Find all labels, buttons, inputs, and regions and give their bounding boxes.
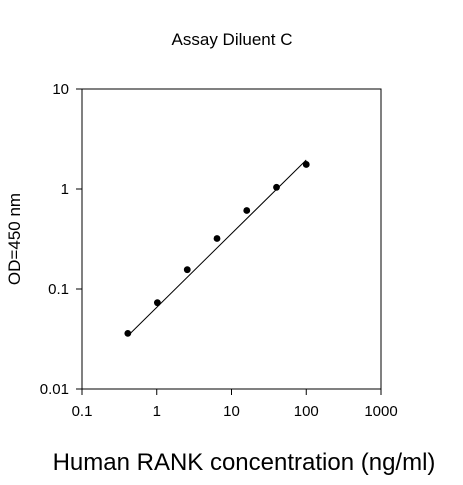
x-axis-ticks: 0.1 1 10 100 1000 bbox=[72, 389, 398, 420]
y-axis-label: OD=450 nm bbox=[5, 193, 24, 285]
x-tick-label: 1 bbox=[153, 403, 161, 420]
x-tick-label: 100 bbox=[294, 403, 319, 420]
y-tick-label: 1 bbox=[61, 181, 69, 198]
data-points-layer bbox=[124, 161, 310, 337]
x-tick-label: 1000 bbox=[364, 403, 397, 420]
x-axis-label: Human RANK concentration (ng/ml) bbox=[53, 449, 436, 476]
data-point bbox=[302, 161, 310, 168]
y-axis-ticks: 0.01 0.1 1 10 bbox=[40, 81, 82, 398]
x-tick-label: 0.1 bbox=[72, 403, 93, 420]
plot-frame bbox=[81, 88, 382, 390]
y-tick-label: 0.01 bbox=[40, 381, 69, 398]
chart-title: Assay Diluent C bbox=[172, 30, 293, 49]
data-point bbox=[124, 329, 132, 337]
data-point bbox=[183, 266, 191, 274]
y-tick-label: 10 bbox=[52, 81, 69, 98]
data-point bbox=[213, 235, 221, 242]
y-tick-label: 0.1 bbox=[48, 281, 69, 298]
data-point bbox=[243, 207, 251, 214]
x-tick-label: 10 bbox=[223, 403, 240, 420]
data-point bbox=[153, 299, 161, 307]
data-point bbox=[273, 183, 280, 191]
